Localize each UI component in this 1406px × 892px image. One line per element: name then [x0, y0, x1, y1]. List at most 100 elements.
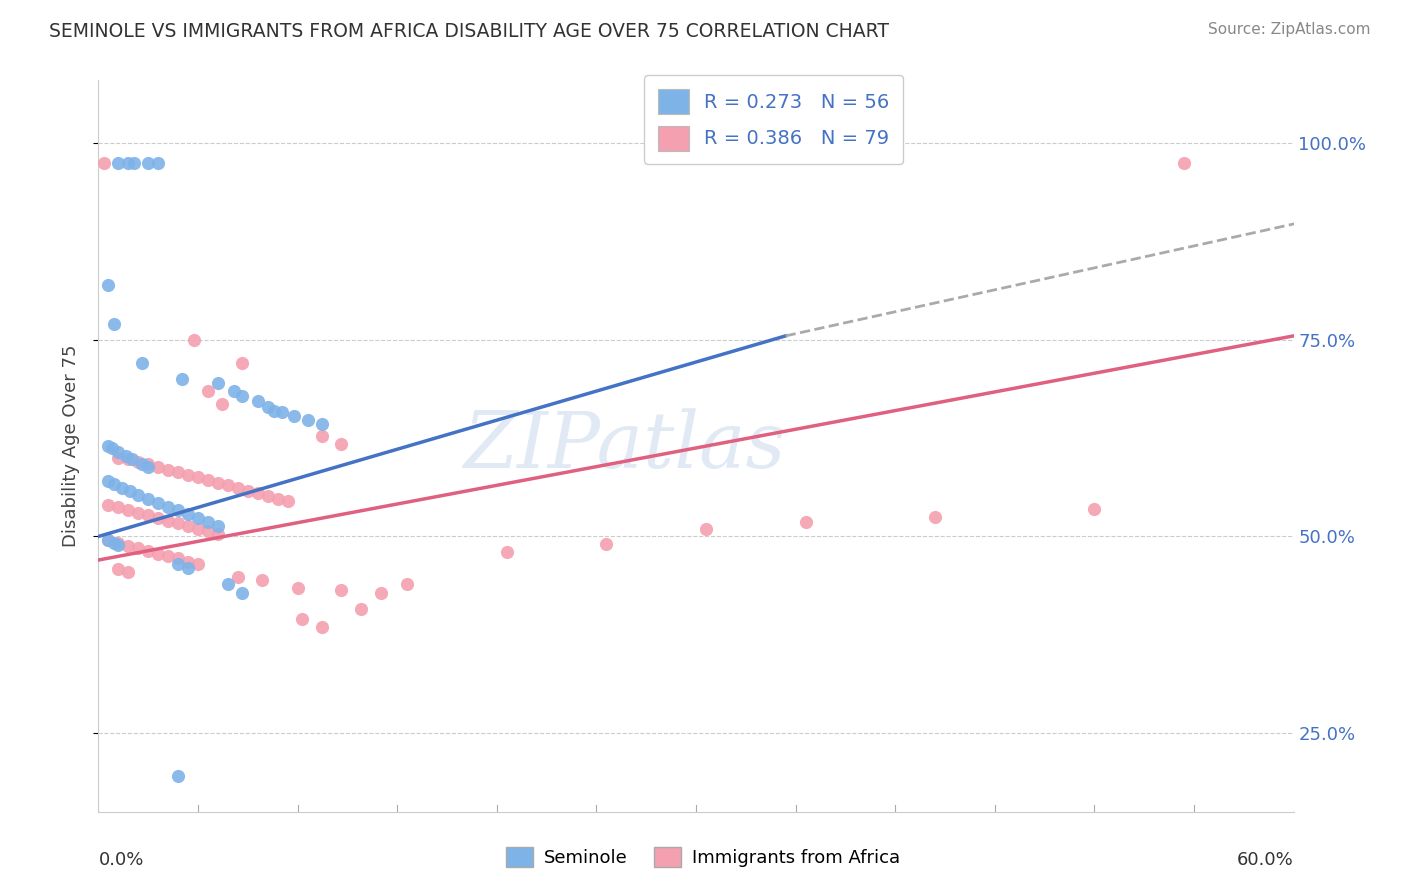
Point [101, 442, 124, 456]
Point [172, 372, 194, 386]
Point [207, 519, 229, 533]
Point [277, 494, 299, 508]
Point [231, 356, 253, 370]
Point [131, 457, 153, 471]
Point [93, 156, 115, 170]
Point [148, 547, 170, 561]
Point [107, 156, 129, 170]
Point [103, 535, 125, 549]
Point [250, 573, 273, 587]
Legend: R = 0.273   N = 56, R = 0.386   N = 79: R = 0.273 N = 56, R = 0.386 N = 79 [644, 75, 903, 164]
Point [117, 156, 139, 170]
Point [121, 452, 143, 467]
Point [167, 516, 190, 530]
Point [287, 581, 309, 595]
Point [1083, 502, 1105, 516]
Point [157, 514, 180, 528]
Point [127, 488, 149, 502]
Point [136, 543, 159, 558]
Point [103, 476, 125, 491]
Text: 0.0%: 0.0% [98, 851, 143, 869]
Point [187, 522, 209, 536]
Point [167, 465, 190, 479]
Point [495, 545, 517, 559]
Point [107, 562, 129, 576]
Point [283, 409, 305, 423]
Point [177, 561, 200, 575]
Point [226, 570, 249, 584]
Legend: Seminole, Immigrants from Africa: Seminole, Immigrants from Africa [498, 839, 908, 874]
Point [177, 468, 200, 483]
Point [107, 444, 129, 458]
Point [794, 516, 817, 530]
Point [120, 483, 142, 498]
Point [311, 417, 333, 431]
Text: Source: ZipAtlas.com: Source: ZipAtlas.com [1208, 22, 1371, 37]
Point [231, 389, 253, 403]
Point [311, 429, 333, 443]
Point [222, 384, 245, 398]
Point [127, 541, 149, 556]
Point [263, 403, 285, 417]
Point [370, 586, 392, 600]
Point [107, 500, 129, 515]
Point [207, 527, 229, 541]
Point [695, 522, 717, 536]
Point [124, 156, 146, 170]
Point [107, 538, 129, 552]
Point [270, 405, 292, 419]
Point [187, 557, 209, 571]
Text: SEMINOLE VS IMMIGRANTS FROM AFRICA DISABILITY AGE OVER 75 CORRELATION CHART: SEMINOLE VS IMMIGRANTS FROM AFRICA DISAB… [49, 22, 889, 41]
Point [207, 376, 229, 390]
Point [127, 506, 149, 520]
Point [226, 481, 249, 495]
Point [256, 489, 278, 503]
Point [197, 384, 219, 398]
Point [211, 397, 233, 411]
Point [297, 413, 319, 427]
Point [167, 551, 190, 566]
Text: ZIPatlas: ZIPatlas [463, 408, 786, 484]
Point [924, 509, 946, 524]
Point [97, 475, 120, 489]
Point [127, 455, 149, 469]
Point [117, 503, 139, 517]
Point [183, 333, 205, 347]
Point [157, 462, 180, 476]
Point [311, 620, 333, 634]
Point [167, 769, 190, 783]
Point [103, 317, 125, 331]
Point [396, 576, 419, 591]
Point [148, 495, 170, 509]
Point [217, 478, 239, 492]
Point [115, 449, 138, 463]
Point [177, 508, 200, 522]
Point [177, 555, 200, 569]
Point [136, 156, 159, 170]
Point [330, 436, 353, 450]
Point [117, 565, 139, 579]
Point [177, 519, 200, 533]
Point [148, 156, 170, 170]
Point [111, 481, 134, 495]
Point [197, 524, 219, 538]
Point [246, 486, 269, 500]
Point [1173, 156, 1195, 170]
Point [117, 452, 139, 467]
Point [97, 277, 120, 292]
Point [207, 475, 229, 490]
Point [136, 491, 159, 506]
Point [231, 586, 253, 600]
Point [117, 539, 139, 553]
Point [330, 582, 353, 597]
Point [131, 356, 153, 370]
Point [157, 549, 180, 563]
Point [187, 511, 209, 525]
Point [236, 483, 259, 498]
Point [136, 460, 159, 475]
Point [246, 394, 269, 409]
Point [107, 450, 129, 465]
Point [97, 533, 120, 548]
Y-axis label: Disability Age Over 75: Disability Age Over 75 [62, 344, 80, 548]
Point [291, 612, 314, 626]
